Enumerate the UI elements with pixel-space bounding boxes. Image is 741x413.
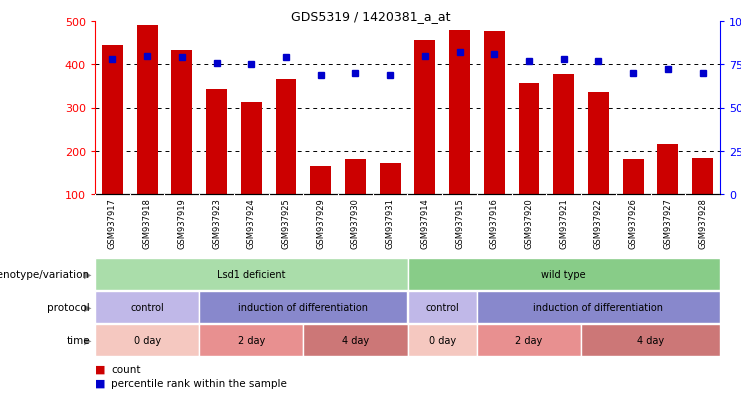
Text: GSM937920: GSM937920 <box>525 198 534 248</box>
Bar <box>95 259 408 290</box>
Text: 4 day: 4 day <box>637 335 664 345</box>
Bar <box>345 159 366 195</box>
Text: protocol: protocol <box>47 302 90 312</box>
Bar <box>199 324 303 356</box>
Text: ▶: ▶ <box>84 335 91 345</box>
Text: genotype/variation: genotype/variation <box>0 269 90 279</box>
Text: induction of differentiation: induction of differentiation <box>534 302 663 312</box>
Text: count: count <box>111 364 141 374</box>
Text: GSM937917: GSM937917 <box>108 198 117 249</box>
Bar <box>171 51 192 195</box>
Text: GSM937926: GSM937926 <box>628 198 638 249</box>
Bar <box>95 291 199 323</box>
Bar <box>102 46 123 195</box>
Text: GSM937915: GSM937915 <box>455 198 464 248</box>
Text: GSM937928: GSM937928 <box>698 198 707 249</box>
Bar <box>276 79 296 195</box>
Bar <box>310 166 331 195</box>
Bar <box>379 164 401 195</box>
Bar <box>95 324 199 356</box>
Text: GSM937916: GSM937916 <box>490 198 499 249</box>
Bar <box>241 102 262 195</box>
Text: 0 day: 0 day <box>133 335 161 345</box>
Text: ■: ■ <box>95 364 105 374</box>
Bar <box>199 291 408 323</box>
Text: GSM937918: GSM937918 <box>142 198 152 249</box>
Text: GSM937925: GSM937925 <box>282 198 290 248</box>
Bar <box>206 90 227 195</box>
Bar <box>477 324 581 356</box>
Bar <box>519 84 539 195</box>
Text: control: control <box>425 302 459 312</box>
Bar <box>408 324 477 356</box>
Text: 2 day: 2 day <box>238 335 265 345</box>
Text: Lsd1 deficient: Lsd1 deficient <box>217 269 285 279</box>
Text: 4 day: 4 day <box>342 335 369 345</box>
Text: GSM937921: GSM937921 <box>559 198 568 248</box>
Text: GSM937914: GSM937914 <box>420 198 429 248</box>
Bar <box>303 324 408 356</box>
Text: GDS5319 / 1420381_a_at: GDS5319 / 1420381_a_at <box>290 10 451 23</box>
Text: percentile rank within the sample: percentile rank within the sample <box>111 378 288 388</box>
Text: ▶: ▶ <box>84 302 91 312</box>
Text: ▶: ▶ <box>84 269 91 279</box>
Text: induction of differentiation: induction of differentiation <box>239 302 368 312</box>
Bar <box>554 75 574 195</box>
Bar <box>449 31 470 195</box>
Bar <box>657 145 678 195</box>
Text: GSM937931: GSM937931 <box>385 198 395 249</box>
Text: GSM937924: GSM937924 <box>247 198 256 248</box>
Text: 0 day: 0 day <box>428 335 456 345</box>
Bar <box>414 41 435 195</box>
Text: GSM937922: GSM937922 <box>594 198 603 248</box>
Text: 2 day: 2 day <box>516 335 542 345</box>
Bar <box>622 160 644 195</box>
Bar <box>588 93 609 195</box>
Text: GSM937923: GSM937923 <box>212 198 221 249</box>
Text: GSM937927: GSM937927 <box>663 198 672 249</box>
Text: control: control <box>130 302 164 312</box>
Bar <box>692 159 713 195</box>
Text: GSM937930: GSM937930 <box>351 198 360 249</box>
Text: wild type: wild type <box>542 269 586 279</box>
Bar <box>477 291 720 323</box>
Bar <box>484 31 505 195</box>
Bar <box>408 259 720 290</box>
Text: GSM937919: GSM937919 <box>177 198 186 248</box>
Bar <box>408 291 477 323</box>
Text: time: time <box>66 335 90 345</box>
Bar <box>136 26 158 195</box>
Text: GSM937929: GSM937929 <box>316 198 325 248</box>
Bar <box>581 324 720 356</box>
Text: ■: ■ <box>95 378 105 388</box>
